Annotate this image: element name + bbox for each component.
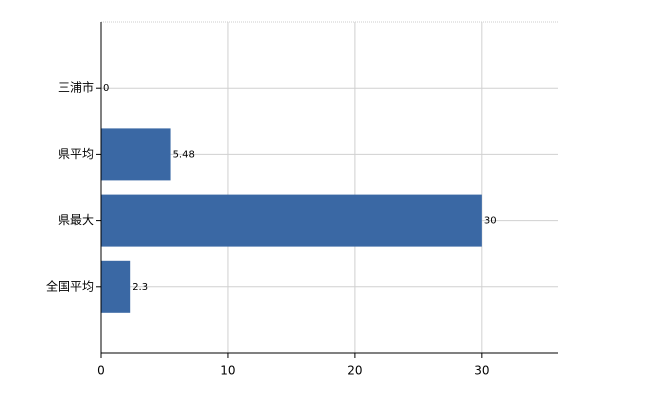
y-tick-label: 全国平均 — [46, 278, 94, 293]
value-label: 0 — [103, 83, 109, 94]
x-tick-label: 30 — [474, 364, 489, 378]
y-tick-label: 県最大 — [58, 213, 94, 227]
bar — [101, 128, 171, 181]
x-tick-label: 10 — [220, 364, 235, 378]
value-label: 30 — [484, 216, 497, 227]
value-label: 2.3 — [132, 282, 148, 293]
bar — [101, 260, 131, 313]
value-label: 5.48 — [173, 149, 195, 160]
bar — [101, 194, 482, 247]
y-tick-label: 三浦市 — [58, 80, 94, 95]
x-tick-label: 20 — [347, 364, 362, 378]
y-tick-label: 県平均 — [58, 147, 94, 161]
x-tick-label: 0 — [97, 364, 105, 378]
